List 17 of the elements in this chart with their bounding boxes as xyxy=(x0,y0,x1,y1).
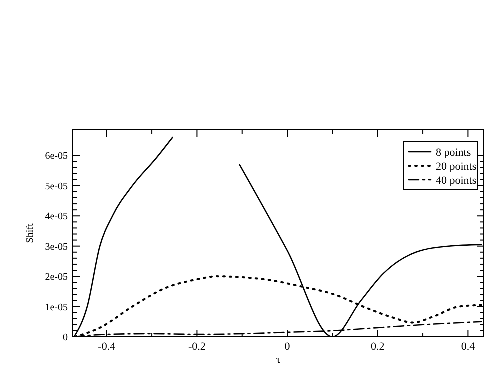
x-tick-label: -0.4 xyxy=(98,341,116,353)
y-tick-label: 1e-05 xyxy=(45,302,68,314)
x-tick-label: 0 xyxy=(284,341,291,353)
x-tick-label: -0.2 xyxy=(188,341,206,353)
x-axis-title: τ xyxy=(276,354,282,366)
x-tick-label: 0.2 xyxy=(370,341,385,353)
y-axis-title: Shift xyxy=(25,224,36,244)
y-tick-label: 5e-05 xyxy=(45,181,68,192)
x-tick-label: 0.4 xyxy=(461,341,476,353)
y-tick-label: 2e-05 xyxy=(45,272,68,284)
legend-label: 8 points xyxy=(436,147,472,159)
y-tick-label: 6e-05 xyxy=(45,151,68,162)
legend-label: 20 points xyxy=(436,161,477,173)
y-tick-label: 3e-05 xyxy=(45,242,68,253)
legend-label: 40 points xyxy=(436,175,477,187)
y-tick-label: 0 xyxy=(63,332,68,344)
y-tick-label: 4e-05 xyxy=(45,212,68,223)
